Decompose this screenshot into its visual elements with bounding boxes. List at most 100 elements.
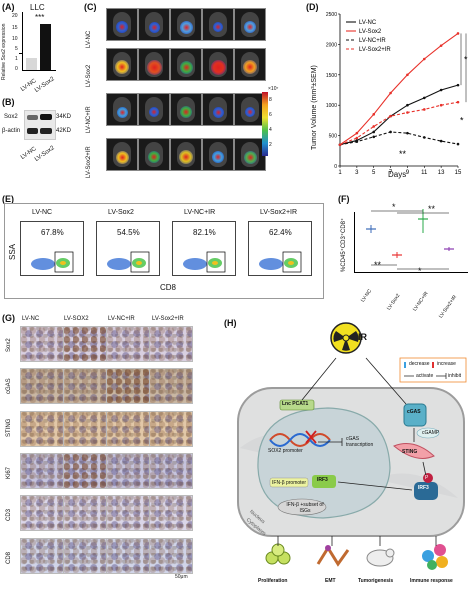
data-point [355, 140, 359, 143]
data-point [406, 131, 409, 135]
outcome-proliferation: Proliferation [258, 578, 288, 584]
f-cat-lv-nc-ir: LV-NC+IR [412, 290, 430, 313]
data-point [406, 73, 409, 77]
irf3-nucleus-label: IRF3 [317, 477, 328, 483]
flow-sample-name: LV-NC [32, 209, 53, 216]
mouse-image-cell [106, 93, 138, 126]
flow-plot: 62.4% [248, 221, 312, 276]
scale-tick-2: 2 [269, 142, 272, 148]
xcat-lv-sox2: LV-Sox2 [34, 76, 56, 94]
immune-response-icon [422, 544, 448, 570]
mouse-image-cell [106, 48, 138, 81]
y-tick-label: 1000 [326, 103, 337, 109]
ihc-image-cell [106, 538, 150, 574]
g-col-lv-nc: LV-NC [22, 316, 40, 322]
bar-lv-nc [26, 58, 37, 70]
isg-bubble [277, 498, 327, 516]
x-tick-label: 1 [338, 170, 342, 176]
band-actin-sox2 [40, 128, 52, 134]
luminescence-signal [243, 60, 257, 74]
legend-decrease: decrease [409, 361, 430, 367]
legend-label: LV-NC+IR [359, 38, 386, 44]
row-lv-nc-ir: LV-NC+IR [86, 106, 92, 133]
data-point [422, 96, 426, 100]
irf3-translocation-arrow [337, 481, 413, 491]
g-scale-bar-label: 50μm [175, 574, 188, 580]
data-point [355, 136, 359, 140]
data-point [372, 125, 376, 128]
panel-a-axis-break [19, 53, 22, 54]
outcome-tumorigenesis: Tumorigenesis [358, 578, 394, 584]
mouse-image-cell [234, 138, 266, 171]
cgas-transcription-label: cGAS transcription [346, 436, 374, 448]
ihc-image-cell [106, 368, 150, 404]
luminescence-signal [148, 151, 160, 163]
proliferation-icon [265, 543, 291, 565]
mouse-image-cell [170, 48, 202, 81]
luminescence-signal [116, 106, 128, 118]
radiation-icon [330, 322, 362, 354]
data-point [372, 113, 376, 116]
series-line [339, 33, 459, 146]
luminescence-signal [179, 20, 193, 34]
cgamp-label: cGAMP [422, 430, 440, 436]
y-tick-label: 0 [334, 164, 337, 170]
data-point [372, 130, 376, 134]
lnc-pcat1-box [279, 399, 315, 411]
x-tick-label: 3 [355, 170, 359, 176]
luminescence-signal [212, 151, 224, 163]
luminescence-signal [115, 60, 129, 74]
data-point [456, 83, 460, 87]
panel-d-label: (D) [306, 2, 319, 12]
y-tick-label: 2500 [326, 12, 337, 18]
legend-activate: activate [416, 373, 434, 379]
data-point [456, 32, 460, 35]
mouse-image-cell [202, 8, 234, 41]
data-point [389, 114, 392, 118]
panel-f-xaxis [354, 272, 468, 273]
luminescence-signal [180, 106, 192, 118]
luminescence-signal [116, 21, 128, 33]
flow-scatter [259, 251, 302, 273]
panel-a-label: (A) [2, 2, 15, 12]
data-point [422, 136, 426, 139]
ihc-image-cell [20, 453, 64, 489]
f-cat-lv-sox2-ir: LV-Sox2+IR [438, 294, 459, 320]
luminescence-signal [146, 59, 162, 75]
ytick-5: 5 [15, 46, 18, 52]
ihc-row-label: cGAS [6, 378, 12, 394]
sting-protein [393, 443, 435, 459]
sig-top-1: * [392, 202, 396, 212]
sig-bottom-2: * [418, 266, 422, 276]
legend-label: LV-NC [359, 20, 377, 26]
chart-legend: LV-NC LV-Sox2 LV-NC+IR LV-Sox2+IR [346, 20, 391, 53]
ihc-image-cell [20, 538, 64, 574]
flow-sample-name: LV-Sox2 [108, 209, 134, 216]
mouse-image-cell [234, 48, 266, 81]
luminescence-signal [179, 150, 193, 164]
ihc-image-cell [149, 538, 193, 574]
scale-unit: ×10⁷ [268, 86, 279, 92]
flow-sample-name: LV-Sox2+IR [260, 209, 298, 216]
data-point [406, 111, 409, 114]
band-label-sox2: Sox2 [4, 114, 18, 120]
flow-xlabel: CD8 [160, 283, 177, 292]
bar-lv-sox2 [40, 24, 51, 70]
panel-c-label: (C) [84, 2, 97, 12]
panel-a-significance: *** [35, 13, 45, 22]
annotation-star: * [460, 115, 464, 125]
ytick-0: 0 [15, 66, 18, 72]
ytick-1: 1 [15, 56, 18, 62]
ihc-row-label: CD3 [6, 508, 12, 521]
panel-h-label: (H) [224, 318, 237, 328]
panel-f-yaxis [354, 212, 355, 272]
legend-inhibit: inhibit [448, 373, 462, 379]
flow-percentage: 82.1% [193, 228, 216, 237]
flow-sample-name: LV-NC+IR [184, 209, 216, 216]
panel-a-ylabel: Relative Sox2 expression [1, 23, 7, 80]
lane-lv-sox2: LV-Sox2 [34, 145, 56, 163]
g-col-lv-sox2: LV-SOX2 [64, 316, 89, 322]
x-tick-label: 15 [455, 170, 462, 176]
mouse-image-cell [202, 93, 234, 126]
